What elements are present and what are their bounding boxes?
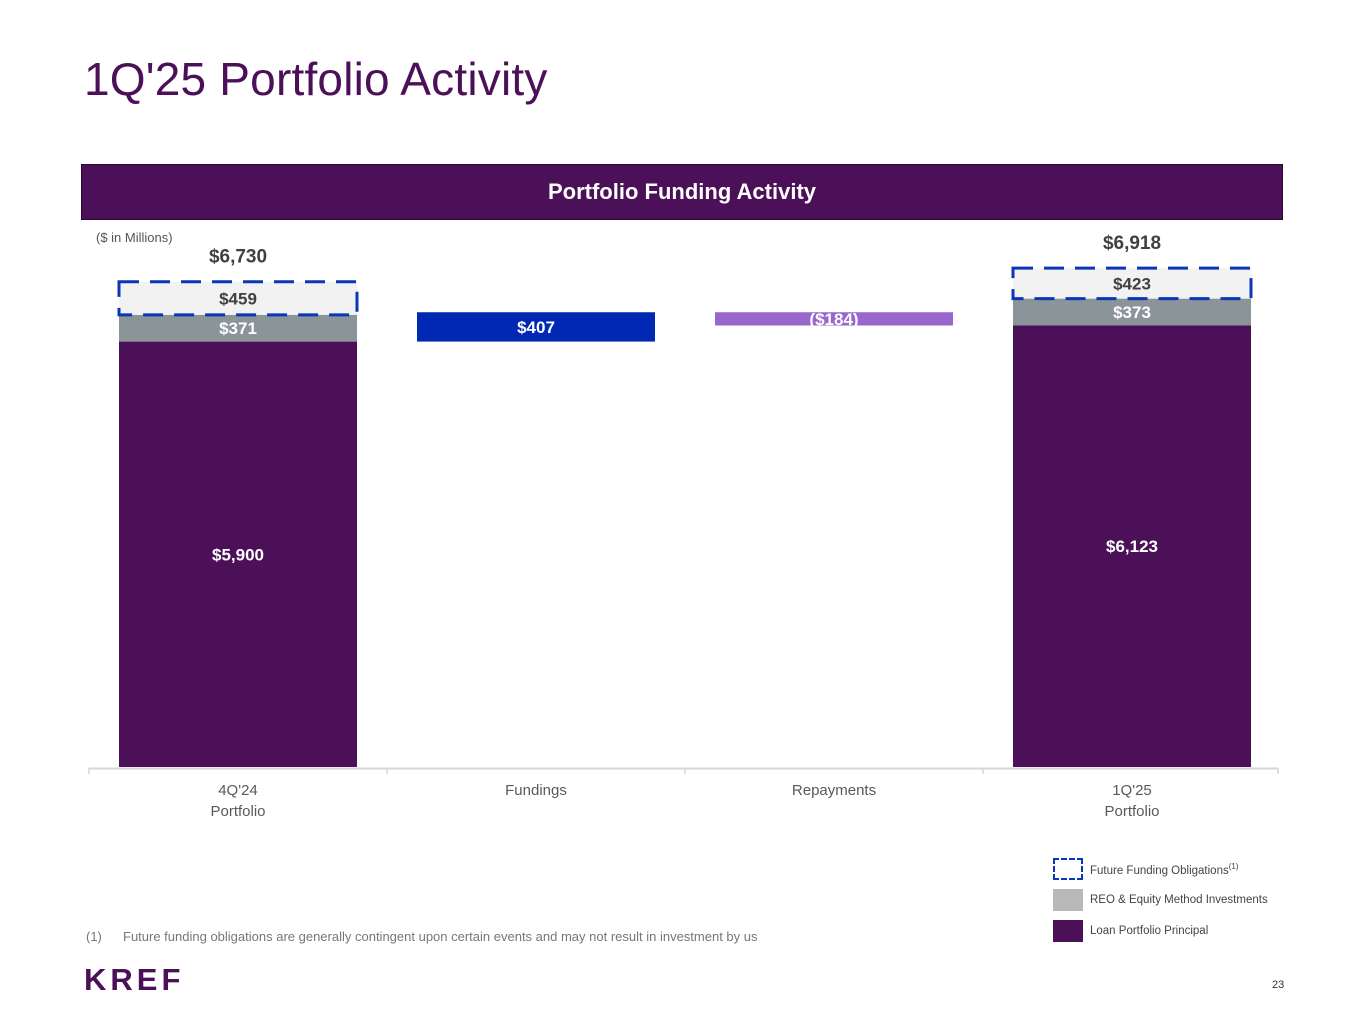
bar-loan-portfolio-principal-0 [119,341,357,767]
total-label-0: $6,730 [209,247,267,268]
chart-legend: Future Funding Obligations(1) REO & Equi… [1053,857,1353,950]
bar-fundings-1 [417,312,655,342]
footnote-number: (1) [86,929,102,944]
x-tick-label-2: Repayments [792,782,876,799]
data-label-1: $371 [219,319,257,338]
legend-label-reo: REO & Equity Method Investments [1090,894,1268,906]
page-number: 23 [1272,979,1285,991]
chart-banner: Portfolio Funding Activity [81,164,1283,220]
data-label-6: $373 [1113,303,1151,322]
data-label-0: $5,900 [212,545,264,564]
footnote: (1) Future funding obligations are genera… [86,929,758,944]
bar-loan-portfolio-principal-3 [1013,325,1251,767]
kref-logo: KREF [84,962,185,997]
legend-item-future-funding: Future Funding Obligations(1) [1053,857,1353,881]
bar-future-funding-obligations-0 [119,281,357,315]
x-tick-label-1: Fundings [505,782,567,799]
bar-repayments-2 [715,312,953,326]
data-label-3: $407 [517,318,555,337]
waterfall-chart: $5,900 $371 $459 $407 ($184) $6,123 $373 $423 $6… [88,233,1279,820]
legend-item-loan-principal: Loan Portfolio Principal [1053,919,1353,943]
legend-swatch-loan-principal [1053,920,1083,942]
x-tick-label-3: 1Q'25 Portfolio [1104,782,1159,820]
page-title: 1Q'25 Portfolio Activity [84,53,548,105]
bar-reo-equity-method-investments-3 [1013,298,1251,326]
data-label-4: ($184) [809,310,858,329]
legend-item-reo: REO & Equity Method Investments [1053,888,1353,912]
data-label-7: $423 [1113,274,1151,293]
legend-label-future-funding: Future Funding Obligations [1090,864,1229,877]
units-note: ($ in Millions) [96,230,173,245]
legend-footnote-marker: (1) [1228,861,1239,871]
total-label-3: $6,918 [1103,233,1161,254]
data-label-5: $6,123 [1106,537,1158,556]
bar-outline-future-funding-3 [1011,266,1253,301]
legend-swatch-future-funding [1053,858,1083,880]
bar-future-funding-obligations-3 [1013,268,1251,299]
legend-label-loan-principal: Loan Portfolio Principal [1090,925,1209,937]
legend-swatch-reo [1053,889,1083,911]
data-label-2: $459 [219,289,257,308]
footnote-text: Future funding obligations are generally… [123,929,758,944]
bar-reo-equity-method-investments-0 [119,314,357,342]
bar-outline-future-funding-0 [117,280,359,317]
x-tick-label-0: 4Q'24 Portfolio [210,782,265,820]
